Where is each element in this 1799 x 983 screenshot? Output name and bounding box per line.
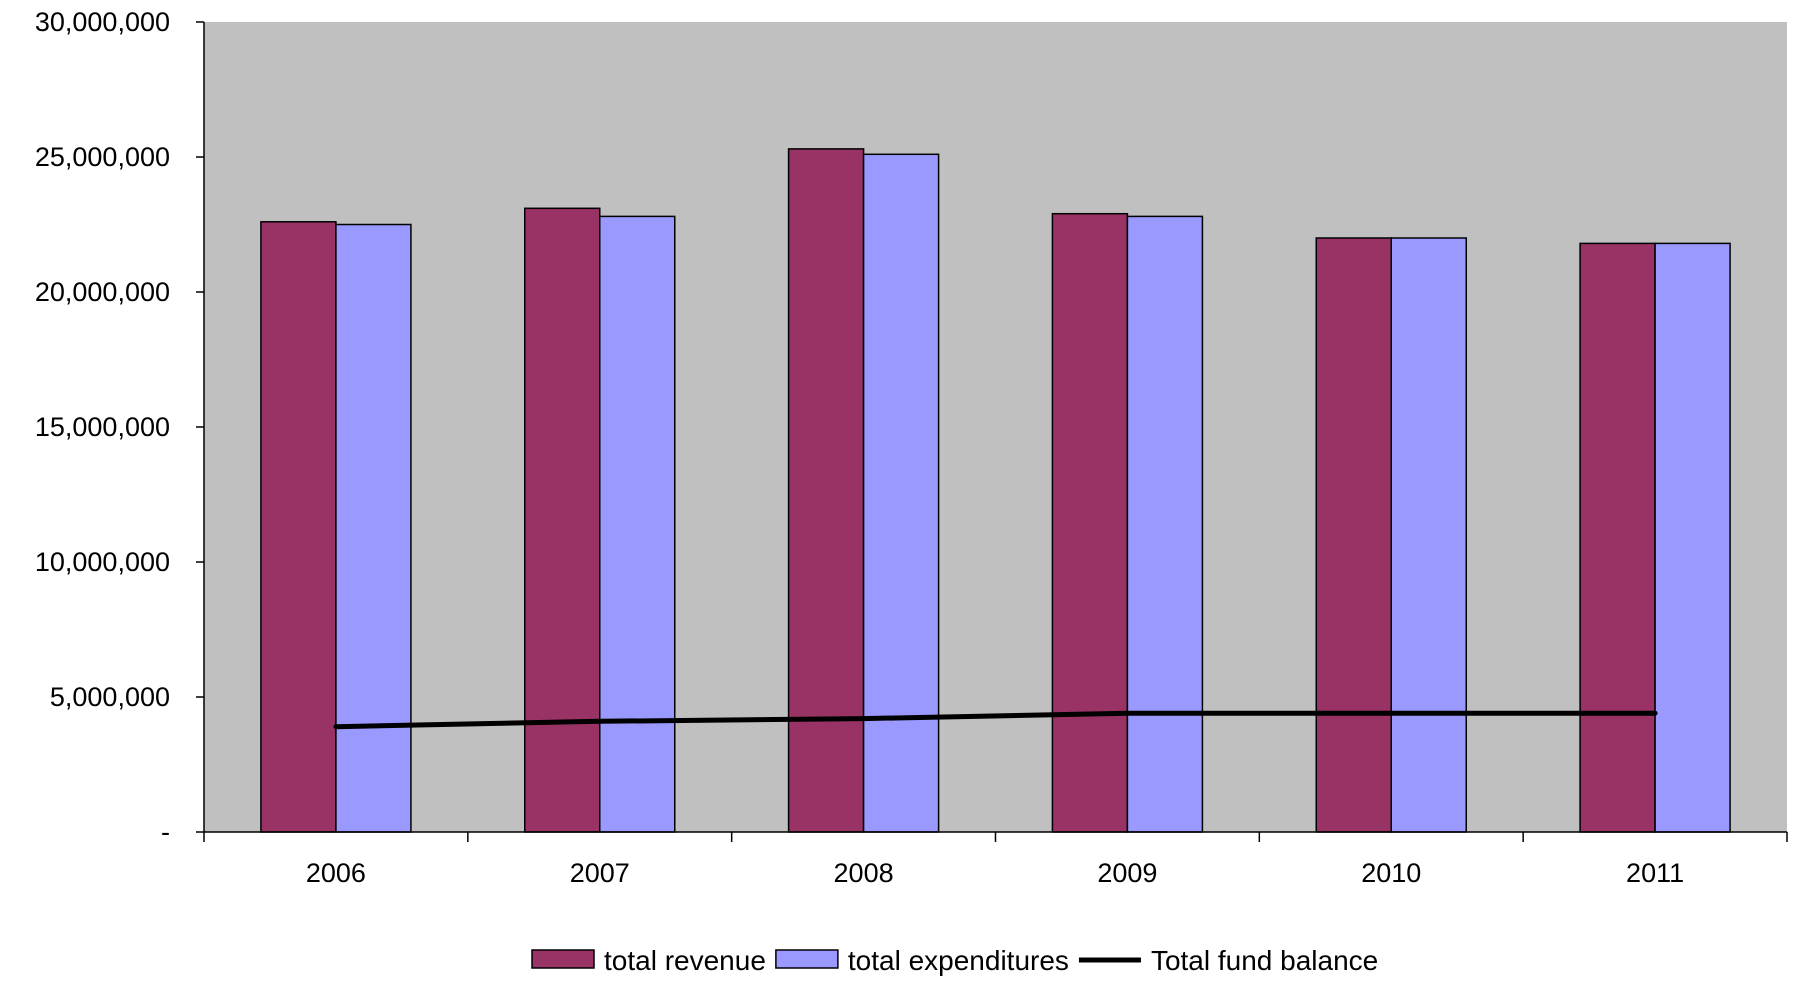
x-tick-label: 2010 xyxy=(1361,858,1421,888)
bar-total-revenue-2006 xyxy=(261,222,336,832)
x-tick-label: 2007 xyxy=(570,858,630,888)
x-tick-label: 2008 xyxy=(834,858,894,888)
x-tick-label: 2006 xyxy=(306,858,366,888)
legend-item-total-revenue: total revenue xyxy=(532,945,766,976)
legend-label: total revenue xyxy=(604,945,766,976)
y-tick-label: 20,000,000 xyxy=(35,277,170,307)
bar-total-expenditures-2007 xyxy=(600,216,675,832)
legend-item-Total-fund-balance: Total fund balance xyxy=(1079,945,1378,976)
legend-label: total expenditures xyxy=(848,945,1069,976)
bar-total-expenditures-2010 xyxy=(1391,238,1466,832)
bar-total-revenue-2008 xyxy=(789,149,864,832)
x-tick-label: 2011 xyxy=(1626,858,1684,888)
y-tick-label: - xyxy=(161,817,170,847)
legend-swatch xyxy=(776,950,838,968)
y-tick-label: 10,000,000 xyxy=(35,547,170,577)
y-tick-label: 30,000,000 xyxy=(35,7,170,37)
legend-label: Total fund balance xyxy=(1151,945,1378,976)
bar-total-expenditures-2006 xyxy=(336,225,411,833)
legend: total revenue total expenditures Total fun… xyxy=(532,945,1378,976)
y-tick-label: 15,000,000 xyxy=(35,412,170,442)
y-tick-label: 5,000,000 xyxy=(50,682,170,712)
bar-total-revenue-2007 xyxy=(525,208,600,832)
x-tick-label: 2009 xyxy=(1097,858,1157,888)
bar-total-expenditures-2009 xyxy=(1127,216,1202,832)
bar-total-revenue-2010 xyxy=(1316,238,1391,832)
legend-swatch xyxy=(532,950,594,968)
bar-total-expenditures-2011 xyxy=(1655,243,1730,832)
bar-total-expenditures-2008 xyxy=(864,154,939,832)
bar-total-revenue-2011 xyxy=(1580,243,1655,832)
plot-area xyxy=(204,22,1787,832)
y-tick-label: 25,000,000 xyxy=(35,142,170,172)
legend-item-total-expenditures: total expenditures xyxy=(776,945,1069,976)
bar-total-revenue-2009 xyxy=(1052,214,1127,832)
